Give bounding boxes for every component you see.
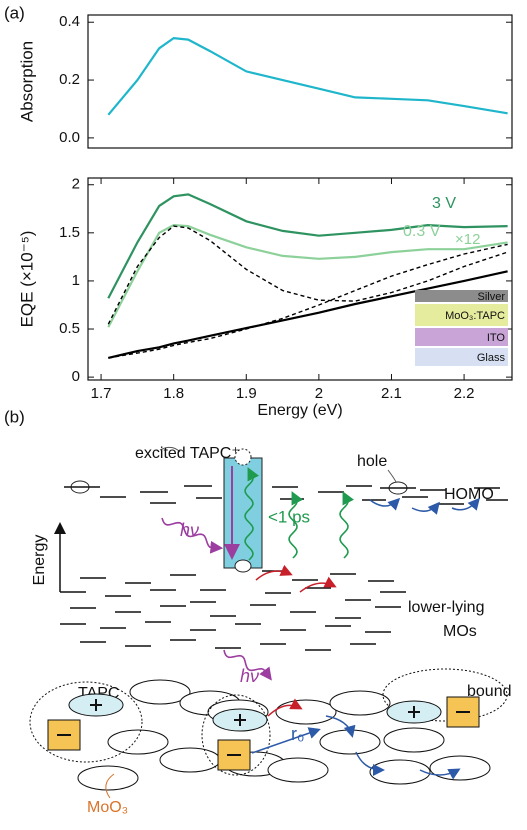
label: r₀	[291, 724, 304, 744]
plus-sign	[408, 706, 420, 718]
stack-label: MoO₃:TAPC	[445, 310, 505, 322]
plus-sign	[234, 714, 246, 726]
y-tick-label: 2	[72, 176, 80, 193]
bound-pair	[201, 694, 271, 776]
label: hν	[180, 520, 199, 540]
data-line	[108, 270, 508, 359]
series-label: 3 V	[432, 195, 456, 212]
molecule	[77, 765, 139, 791]
x-tick-label: 2.1	[381, 385, 402, 402]
label: lower-lying	[408, 599, 484, 616]
hop-arrow	[255, 564, 293, 581]
molecule	[369, 759, 431, 785]
y-tick-label: 0.4	[59, 13, 80, 30]
wavy-arrow	[244, 467, 260, 561]
panel-label: (b)	[4, 407, 25, 426]
label: hole	[357, 453, 387, 470]
y-axis-label: EQE (×10⁻⁵)	[17, 231, 36, 328]
series-label: 0.3 V	[403, 223, 441, 240]
y-axis-label: Absorption	[17, 41, 36, 122]
hop-arrow	[419, 768, 461, 780]
hop-arrow	[355, 751, 385, 776]
y-tick-label: 0.5	[59, 320, 80, 337]
bound-pair	[382, 668, 508, 722]
x-tick-label: 2.2	[454, 385, 475, 402]
distance	[251, 727, 321, 754]
molecule	[107, 729, 169, 755]
stack-label: Silver	[477, 291, 505, 303]
label: HOMO	[444, 486, 494, 503]
wavy-arrow	[223, 649, 272, 681]
label: bound	[467, 683, 512, 700]
y-tick-label: 0.0	[59, 129, 80, 146]
x-tick-label: 1.7	[91, 385, 112, 402]
molecule	[159, 747, 221, 773]
stack-layer	[415, 304, 508, 326]
x-tick-label: 2	[315, 385, 323, 402]
x-tick-label: 1.9	[236, 385, 257, 402]
panel-label: (a)	[4, 3, 25, 22]
molecule	[319, 729, 381, 755]
data-line	[107, 36, 508, 116]
hop-arrow	[325, 715, 356, 738]
hop-arrow	[369, 497, 401, 511]
label: <1 ps	[268, 507, 310, 526]
stack-label: ITO	[487, 332, 506, 344]
molecule	[429, 755, 491, 781]
plus-sign	[90, 699, 102, 711]
stack-label: Glass	[477, 352, 506, 364]
plot-frame	[87, 14, 513, 149]
label: hν	[240, 666, 259, 686]
pointer	[105, 773, 115, 799]
annotation: ×12	[455, 231, 480, 248]
molecule	[275, 699, 337, 725]
y-tick-label: 1	[72, 272, 80, 289]
hop-arrow	[411, 501, 440, 515]
data-line	[107, 193, 508, 299]
data-line	[107, 225, 508, 325]
pointer	[387, 469, 397, 483]
x-axis-label: Energy (eV)	[257, 402, 342, 419]
hop-arrow	[299, 576, 337, 593]
label: MoO₃	[87, 799, 128, 816]
stack-layer	[415, 348, 508, 366]
molecule	[329, 690, 391, 716]
data-line	[107, 223, 508, 328]
hop-arrow	[451, 497, 480, 511]
x-tick-label: 1.8	[163, 385, 184, 402]
y-tick-label: 0	[72, 368, 80, 385]
wavy-arrow	[288, 491, 304, 559]
pointer	[159, 446, 181, 453]
wavy-arrow	[161, 517, 224, 554]
stack-layer	[415, 290, 508, 302]
label: MOs	[443, 623, 477, 640]
hop-arrow	[267, 698, 303, 717]
plot-frame	[87, 177, 513, 381]
empty-state	[234, 448, 252, 466]
molecule	[267, 757, 329, 783]
y-tick-label: 0.2	[59, 71, 80, 88]
axis-label: Energy	[31, 535, 48, 586]
molecule	[383, 727, 445, 753]
y-tick-label: 1.5	[59, 224, 80, 241]
stack-layer	[415, 328, 508, 346]
wavy-arrow	[339, 491, 355, 559]
bound-pair	[29, 681, 143, 763]
molecule	[129, 679, 191, 705]
diagram: excited TAPC⁺ hole HOMO Energy hν <1 ps …	[29, 445, 512, 816]
electron	[234, 559, 252, 573]
excited-column	[223, 457, 263, 569]
label: excited TAPC⁺	[135, 445, 240, 462]
